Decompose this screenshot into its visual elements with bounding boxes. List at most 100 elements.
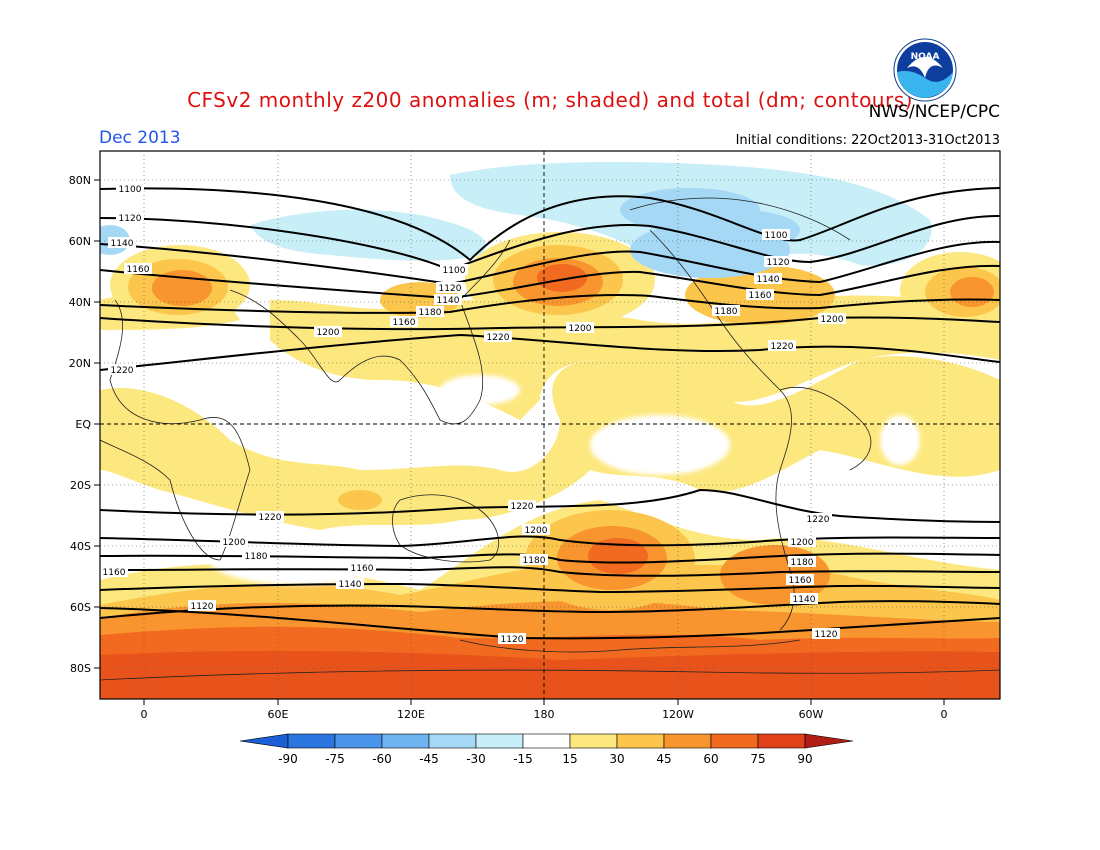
contour-label: 1120: [436, 282, 464, 294]
lat-tick-label: 60S: [70, 601, 91, 614]
colorbar-label: -45: [419, 752, 439, 766]
colorbar-label: 15: [562, 752, 577, 766]
svg-text:1180: 1180: [523, 556, 546, 566]
svg-text:NOAA: NOAA: [911, 52, 940, 62]
colorbar-label: -15: [513, 752, 533, 766]
contour-label: 1180: [788, 556, 816, 568]
svg-text:1140: 1140: [757, 275, 780, 285]
svg-text:1160: 1160: [789, 576, 812, 586]
color-bar: -90 -75 -60 -45 -30 -15 15 30 45 60 75 90: [239, 733, 854, 766]
contour-label: 1120: [812, 628, 840, 640]
graticule: [100, 151, 1000, 699]
svg-text:1140: 1140: [339, 580, 362, 590]
valid-month-label: Dec 2013: [99, 128, 181, 148]
map-frame: [99, 150, 1001, 700]
lon-tick-label: 60W: [799, 708, 824, 721]
contour-label: 1140: [336, 578, 364, 590]
lon-tick-label: 60E: [268, 708, 289, 721]
svg-text:1200: 1200: [569, 324, 592, 334]
contour-label: 1160: [786, 574, 814, 586]
svg-text:1220: 1220: [807, 515, 830, 525]
colorbar-swatch: [428, 733, 477, 749]
svg-text:1160: 1160: [127, 265, 150, 275]
contour-label: 1120: [764, 256, 792, 268]
contour-label: 1200: [314, 326, 342, 338]
colorbar-label: 30: [609, 752, 624, 766]
lon-tick-label: 180: [534, 708, 555, 721]
colorbar-arrow-low: [239, 733, 289, 749]
contour-label: 1200: [566, 322, 594, 334]
contour-label: 1140: [754, 273, 782, 285]
axis-ticks: [94, 179, 945, 705]
svg-text:1180: 1180: [791, 558, 814, 568]
contour-labels: 1100 1120 1140 1160 1100 1120 1140 1180 …: [100, 183, 846, 645]
svg-text:1160: 1160: [351, 564, 374, 574]
contour-label: 1160: [124, 263, 152, 275]
svg-text:1140: 1140: [793, 595, 816, 605]
colorbar-swatch: [381, 733, 430, 749]
contour-label: 1180: [520, 554, 548, 566]
anomaly-shading: [100, 151, 1000, 699]
lat-tick-label: 40N: [69, 296, 91, 309]
contour-label: 1140: [790, 593, 818, 605]
lon-tick-label: 120W: [662, 708, 694, 721]
contour-label: 1160: [348, 562, 376, 574]
svg-text:1120: 1120: [501, 635, 524, 645]
svg-text:1180: 1180: [245, 552, 268, 562]
svg-text:1100: 1100: [443, 266, 466, 276]
colorbar-label: -75: [325, 752, 345, 766]
contour-label: 1180: [712, 305, 740, 317]
colorbar-label: 45: [656, 752, 671, 766]
contour-label: 1200: [522, 524, 550, 536]
colorbar-label: -60: [372, 752, 392, 766]
lat-tick-label: 80N: [69, 174, 91, 187]
lat-tick-label: 60N: [69, 235, 91, 248]
svg-text:1120: 1120: [815, 630, 838, 640]
svg-text:1140: 1140: [111, 239, 134, 249]
svg-text:1140: 1140: [437, 296, 460, 306]
contour-label: 1220: [484, 331, 512, 343]
svg-text:1160: 1160: [749, 291, 772, 301]
contour-label: 1140: [108, 237, 136, 249]
colorbar-swatch: [287, 733, 336, 749]
svg-text:1200: 1200: [317, 328, 340, 338]
contour-label: 1200: [220, 536, 248, 548]
svg-text:1200: 1200: [525, 526, 548, 536]
contour-label: 1220: [256, 511, 284, 523]
svg-text:1220: 1220: [487, 333, 510, 343]
contour-label: 1180: [416, 306, 444, 318]
lat-tick-label: 80S: [70, 662, 91, 675]
lat-tick-label: 20S: [70, 479, 91, 492]
svg-text:1120: 1120: [767, 258, 790, 268]
colorbar-swatch: [757, 733, 806, 749]
lon-tick-label: 120E: [397, 708, 425, 721]
svg-text:1100: 1100: [765, 231, 788, 241]
colorbar-label: 75: [750, 752, 765, 766]
contour-label: 1120: [498, 633, 526, 645]
svg-text:1220: 1220: [511, 502, 534, 512]
colorbar-swatch: [569, 733, 618, 749]
contour-label: 1220: [508, 500, 536, 512]
contour-label: 1100: [762, 229, 790, 241]
lon-tick-label: 0: [941, 708, 948, 721]
svg-text:1180: 1180: [419, 308, 442, 318]
initial-conditions-label: Initial conditions: 22Oct2013-31Oct2013: [735, 133, 1000, 148]
svg-text:1200: 1200: [223, 538, 246, 548]
svg-text:1220: 1220: [771, 342, 794, 352]
contour-label: 1120: [116, 212, 144, 224]
svg-text:1120: 1120: [191, 602, 214, 612]
colorbar-label: 90: [797, 752, 812, 766]
contour-label: 1120: [188, 600, 216, 612]
svg-text:1160: 1160: [103, 568, 126, 578]
svg-text:1180: 1180: [715, 307, 738, 317]
contour-label: 1160: [390, 316, 418, 328]
contour-label: 1220: [108, 364, 136, 376]
colorbar-arrow-high: [804, 733, 854, 749]
chart-title: CFSv2 monthly z200 anomalies (m; shaded)…: [187, 88, 913, 112]
svg-text:1220: 1220: [111, 366, 134, 376]
noaa-logo-icon: NOAA: [893, 38, 957, 102]
agency-label: NWS/NCEP/CPC: [868, 102, 1000, 122]
svg-text:1200: 1200: [821, 315, 844, 325]
svg-text:1100: 1100: [119, 185, 142, 195]
